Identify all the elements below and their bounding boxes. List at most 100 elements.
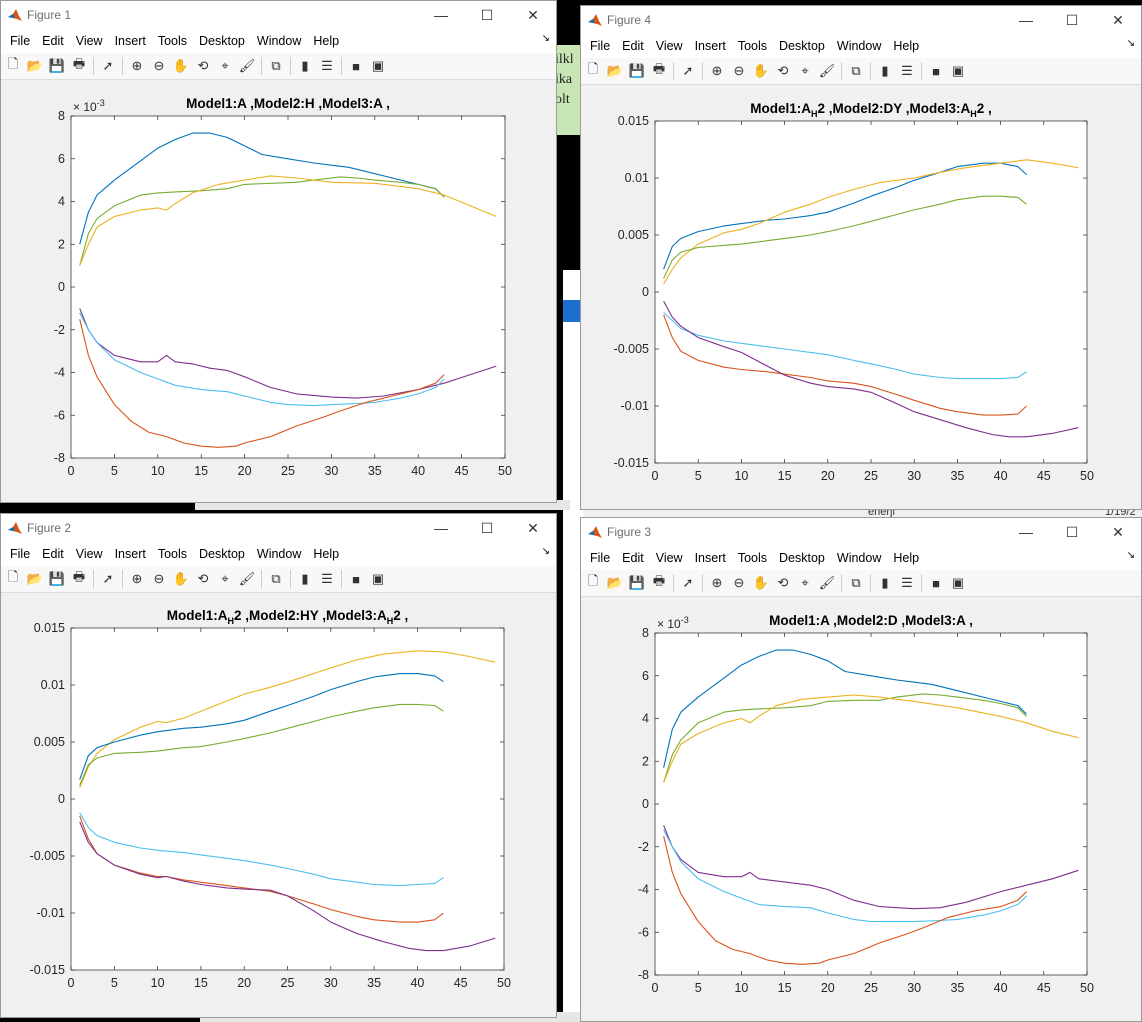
menu-window[interactable]: Window bbox=[256, 34, 302, 48]
show-tools-icon[interactable]: ▣ bbox=[951, 63, 965, 78]
close-button[interactable]: ✕ bbox=[527, 6, 539, 23]
save-icon[interactable]: 💾 bbox=[628, 575, 646, 590]
menu-tools[interactable]: Tools bbox=[737, 39, 768, 53]
menu-edit[interactable]: Edit bbox=[622, 551, 644, 565]
figure-window[interactable]: Figure 2 — ☐ ✕ File Edit View Insert Tools Deskto… bbox=[0, 513, 557, 1018]
print-icon[interactable]: 🖶 bbox=[72, 56, 86, 71]
rotate-icon[interactable]: ⟲ bbox=[197, 58, 209, 73]
zoom-out-icon[interactable]: ⊖ bbox=[153, 58, 165, 73]
menu-help[interactable]: Help bbox=[313, 34, 340, 48]
menu-view[interactable]: View bbox=[655, 39, 683, 53]
menu-file[interactable]: File bbox=[10, 547, 31, 561]
hide-tools-icon[interactable]: ■ bbox=[932, 63, 940, 79]
brush-icon[interactable]: 🖌 bbox=[818, 63, 836, 78]
menu-view[interactable]: View bbox=[75, 547, 103, 561]
maximize-button[interactable]: ☐ bbox=[480, 6, 494, 23]
close-button[interactable]: ✕ bbox=[1112, 523, 1124, 540]
menu-view[interactable]: View bbox=[655, 551, 683, 565]
show-tools-icon[interactable]: ▣ bbox=[371, 58, 385, 73]
menu-dock-arrow-icon[interactable]: ↘ bbox=[1126, 550, 1135, 561]
pointer-icon[interactable]: ➚ bbox=[102, 58, 114, 73]
colorbar-icon[interactable]: ▮ bbox=[881, 575, 889, 590]
menu-insert[interactable]: Insert bbox=[694, 551, 726, 565]
data-cursor-icon[interactable]: ⌖ bbox=[801, 63, 809, 78]
menu-edit[interactable]: Edit bbox=[42, 34, 64, 48]
menu-tools[interactable]: Tools bbox=[157, 34, 188, 48]
new-file-icon[interactable]: 🗋 bbox=[7, 569, 19, 584]
new-file-icon[interactable]: 🗋 bbox=[587, 573, 599, 588]
pointer-icon[interactable]: ➚ bbox=[682, 63, 694, 78]
close-button[interactable]: ✕ bbox=[527, 519, 539, 536]
minimize-button[interactable]: — bbox=[1019, 524, 1033, 540]
menu-window[interactable]: Window bbox=[836, 39, 882, 53]
zoom-in-icon[interactable]: ⊕ bbox=[131, 58, 143, 73]
pointer-icon[interactable]: ➚ bbox=[682, 575, 694, 590]
menu-desktop[interactable]: Desktop bbox=[779, 551, 825, 565]
show-tools-icon[interactable]: ▣ bbox=[951, 575, 965, 590]
brush-icon[interactable]: 🖌 bbox=[238, 571, 256, 586]
menu-tools[interactable]: Tools bbox=[157, 547, 188, 561]
rotate-icon[interactable]: ⟲ bbox=[777, 63, 789, 78]
minimize-button[interactable]: — bbox=[434, 520, 448, 536]
menu-view[interactable]: View bbox=[75, 34, 103, 48]
window-titlebar[interactable]: Figure 1 — ☐ ✕ bbox=[1, 1, 556, 29]
rotate-icon[interactable]: ⟲ bbox=[197, 571, 209, 586]
menu-edit[interactable]: Edit bbox=[622, 39, 644, 53]
menu-edit[interactable]: Edit bbox=[42, 547, 64, 561]
menu-dock-arrow-icon[interactable]: ↘ bbox=[1126, 38, 1135, 49]
menu-desktop[interactable]: Desktop bbox=[199, 547, 245, 561]
link-plot-icon[interactable]: ⧉ bbox=[271, 571, 281, 586]
open-folder-icon[interactable]: 📂 bbox=[26, 58, 44, 73]
legend-icon[interactable]: ☰ bbox=[901, 63, 913, 78]
close-button[interactable]: ✕ bbox=[1112, 11, 1124, 28]
menu-dock-arrow-icon[interactable]: ↘ bbox=[541, 546, 550, 557]
menu-window[interactable]: Window bbox=[836, 551, 882, 565]
open-folder-icon[interactable]: 📂 bbox=[606, 575, 624, 590]
save-icon[interactable]: 💾 bbox=[48, 58, 66, 73]
open-folder-icon[interactable]: 📂 bbox=[606, 63, 624, 78]
pointer-icon[interactable]: ➚ bbox=[102, 571, 114, 586]
data-cursor-icon[interactable]: ⌖ bbox=[221, 58, 229, 73]
save-icon[interactable]: 💾 bbox=[48, 571, 66, 586]
menu-desktop[interactable]: Desktop bbox=[199, 34, 245, 48]
rotate-icon[interactable]: ⟲ bbox=[777, 575, 789, 590]
legend-icon[interactable]: ☰ bbox=[321, 571, 333, 586]
zoom-in-icon[interactable]: ⊕ bbox=[711, 63, 723, 78]
new-file-icon[interactable]: 🗋 bbox=[587, 61, 599, 76]
maximize-button[interactable]: ☐ bbox=[1065, 11, 1079, 28]
menu-help[interactable]: Help bbox=[893, 551, 920, 565]
zoom-out-icon[interactable]: ⊖ bbox=[153, 571, 165, 586]
maximize-button[interactable]: ☐ bbox=[1065, 523, 1079, 540]
open-folder-icon[interactable]: 📂 bbox=[26, 571, 44, 586]
save-icon[interactable]: 💾 bbox=[628, 63, 646, 78]
minimize-button[interactable]: — bbox=[434, 7, 448, 23]
menu-tools[interactable]: Tools bbox=[737, 551, 768, 565]
zoom-out-icon[interactable]: ⊖ bbox=[733, 575, 745, 590]
menu-file[interactable]: File bbox=[590, 551, 611, 565]
data-cursor-icon[interactable]: ⌖ bbox=[801, 575, 809, 590]
new-file-icon[interactable]: 🗋 bbox=[7, 56, 19, 71]
colorbar-icon[interactable]: ▮ bbox=[301, 58, 309, 73]
pan-icon[interactable]: ✋ bbox=[752, 63, 770, 78]
hide-tools-icon[interactable]: ■ bbox=[932, 575, 940, 591]
brush-icon[interactable]: 🖌 bbox=[238, 58, 256, 73]
menu-help[interactable]: Help bbox=[313, 547, 340, 561]
link-plot-icon[interactable]: ⧉ bbox=[851, 575, 861, 590]
menu-desktop[interactable]: Desktop bbox=[779, 39, 825, 53]
menu-dock-arrow-icon[interactable]: ↘ bbox=[541, 33, 550, 44]
pan-icon[interactable]: ✋ bbox=[172, 571, 190, 586]
hide-tools-icon[interactable]: ■ bbox=[352, 58, 360, 74]
data-cursor-icon[interactable]: ⌖ bbox=[221, 571, 229, 586]
minimize-button[interactable]: — bbox=[1019, 12, 1033, 28]
menu-insert[interactable]: Insert bbox=[694, 39, 726, 53]
print-icon[interactable]: 🖶 bbox=[652, 61, 666, 76]
print-icon[interactable]: 🖶 bbox=[72, 569, 86, 584]
print-icon[interactable]: 🖶 bbox=[652, 573, 666, 588]
legend-icon[interactable]: ☰ bbox=[321, 58, 333, 73]
brush-icon[interactable]: 🖌 bbox=[818, 575, 836, 590]
menu-file[interactable]: File bbox=[590, 39, 611, 53]
link-plot-icon[interactable]: ⧉ bbox=[271, 58, 281, 73]
pan-icon[interactable]: ✋ bbox=[172, 58, 190, 73]
pan-icon[interactable]: ✋ bbox=[752, 575, 770, 590]
figure-window[interactable]: Figure 1 — ☐ ✕ File Edit View Insert Tools Deskto… bbox=[0, 0, 557, 503]
